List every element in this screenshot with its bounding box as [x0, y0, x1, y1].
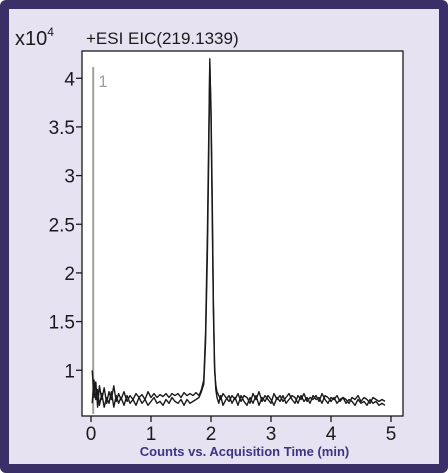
y-multiplier-base: x10: [15, 28, 47, 50]
series-layer: [91, 58, 386, 408]
marker-layer: 1: [92, 67, 108, 414]
eic-chart: 0 1 2 3 4 5 1 1.5 2 2.5 3 3.5 4 1 +ESI EIC(219.1339)…: [15, 25, 404, 459]
acquisition-marker-label: 1: [98, 72, 107, 91]
x-tick-label-1: 1: [146, 424, 157, 445]
y-axis-multiplier: x104: [15, 25, 54, 50]
eic-trace-1: [91, 63, 386, 408]
x-tick-label-3: 3: [266, 424, 277, 445]
x-tick-label-2: 2: [206, 424, 217, 445]
y-tick-label-2: 2: [64, 264, 75, 285]
chart-panel: 0 1 2 3 4 5 1 1.5 2 2.5 3 3.5 4 1 +ESI EIC(219.1339)…: [9, 9, 439, 464]
x-tick-label-5: 5: [386, 424, 397, 445]
y-tick-label-5: 3.5: [49, 118, 75, 139]
x-axis-label: Counts vs. Acquisition Time (min): [140, 444, 349, 459]
chart-title: +ESI EIC(219.1339): [86, 29, 239, 48]
tick-layer: 0 1 2 3 4 5 1 1.5 2 2.5 3 3.5 4: [49, 69, 397, 445]
axes-layer: [81, 50, 404, 417]
y-tick-label-0: 1: [64, 361, 75, 382]
y-tick-label-1: 1.5: [49, 313, 75, 334]
x-tick-label-4: 4: [326, 424, 337, 445]
x-tick-label-0: 0: [86, 424, 97, 445]
y-tick-label-4: 3: [64, 167, 75, 188]
y-multiplier-exponent: 4: [47, 25, 54, 39]
plot-area-border: [81, 50, 404, 417]
y-tick-label-3: 2.5: [49, 215, 75, 236]
eic-trace-0: [91, 58, 386, 408]
y-tick-label-6: 4: [64, 69, 75, 90]
